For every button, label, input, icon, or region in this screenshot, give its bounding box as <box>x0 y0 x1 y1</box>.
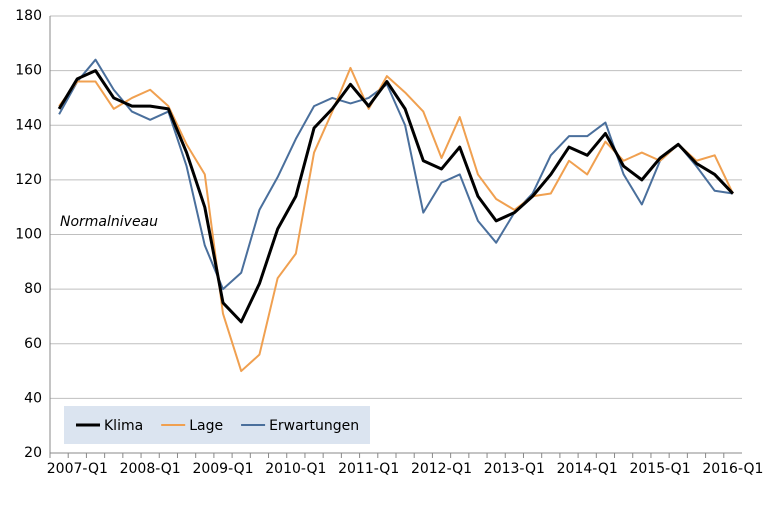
legend-label: Erwartungen <box>269 418 359 434</box>
x-tick-label: 2013-Q1 <box>484 461 545 477</box>
y-tick-label: 120 <box>15 172 42 188</box>
x-tick-label: 2010-Q1 <box>265 461 326 477</box>
x-tick-label: 2008-Q1 <box>120 461 181 477</box>
x-tick-label: 2014-Q1 <box>557 461 618 477</box>
x-tick-label: 2011-Q1 <box>338 461 399 477</box>
y-tick-label: 180 <box>15 8 42 24</box>
annotation: Normalniveau <box>60 214 158 230</box>
y-tick-label: 40 <box>24 390 42 406</box>
y-tick-label: 80 <box>24 281 42 297</box>
y-tick-label: 20 <box>24 445 42 461</box>
line-klima <box>57 69 734 324</box>
line-erwartungen <box>58 58 734 291</box>
y-tick-label: 100 <box>15 227 42 243</box>
line-lage <box>58 66 734 373</box>
y-tick-label: 160 <box>15 63 42 79</box>
x-tick-label: 2009-Q1 <box>192 461 253 477</box>
legend: Klima Lage Erwartungen <box>64 406 370 444</box>
x-tick-label: 2016-Q1 <box>702 461 763 477</box>
y-tick-label: 140 <box>15 117 42 133</box>
legend-label: Lage <box>189 418 223 434</box>
legend-box <box>64 406 370 444</box>
legend-label: Klima <box>104 418 143 434</box>
y-tick-label: 60 <box>24 336 42 352</box>
x-tick-label: 2015-Q1 <box>629 461 690 477</box>
x-tick-label: 2007-Q1 <box>47 461 108 477</box>
x-tick-label: 2012-Q1 <box>411 461 472 477</box>
